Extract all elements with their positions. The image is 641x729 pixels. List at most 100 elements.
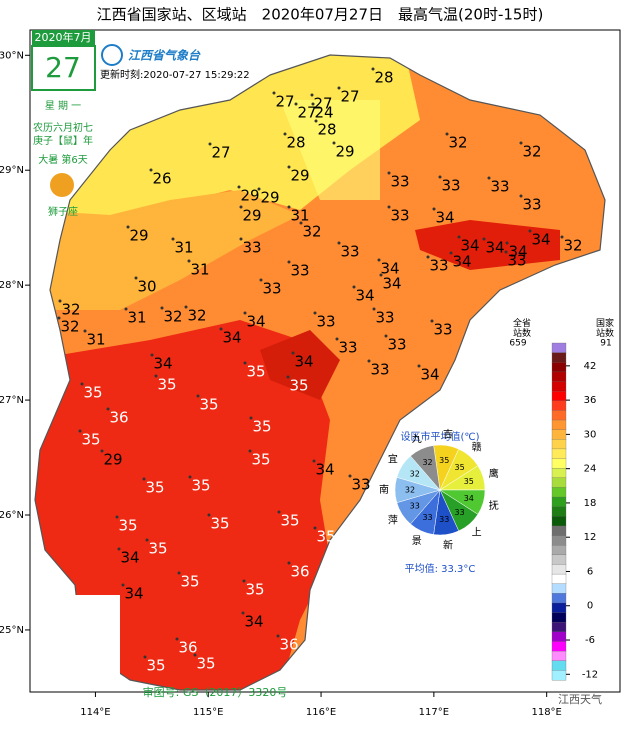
station-value: 35 — [148, 540, 167, 558]
station-dot — [379, 273, 383, 277]
watermark: 江西天气 — [558, 692, 602, 706]
station-value: 33 — [429, 257, 448, 275]
x-tick-label: 115°E — [193, 707, 223, 718]
station-value: 33 — [370, 361, 389, 379]
station-dot — [115, 515, 119, 519]
pie-value: 35 — [464, 477, 474, 486]
station-dot — [188, 475, 192, 479]
legend-swatch — [551, 622, 567, 633]
station-dot — [286, 375, 290, 379]
station-dot — [241, 611, 245, 615]
station-dot — [142, 477, 146, 481]
legend-swatch — [551, 429, 567, 440]
x-tick-label: 114°E — [80, 707, 110, 718]
station-value: 35 — [83, 384, 102, 402]
station-dot — [312, 459, 316, 463]
station-dot — [387, 205, 391, 209]
legend-swatch — [551, 352, 567, 363]
date-day: 27 — [45, 51, 81, 84]
station-dot — [100, 449, 104, 453]
legend-swatch — [551, 670, 567, 681]
pie-value: 32 — [422, 458, 432, 467]
province-border — [34, 54, 606, 691]
legend-swatch — [551, 419, 567, 431]
legend-swatch — [551, 535, 567, 546]
station-dot — [58, 299, 62, 303]
station-value: 29 — [240, 187, 259, 205]
pie-value: 32 — [405, 486, 415, 495]
legend-swatch — [551, 612, 567, 623]
field-lake — [280, 100, 380, 200]
station-dot — [207, 513, 211, 517]
legend-tick-label: 36 — [584, 395, 597, 406]
pie-value: 33 — [410, 502, 420, 511]
station-value: 32 — [522, 143, 541, 161]
pie-value: 35 — [455, 463, 465, 472]
station-dot — [83, 329, 87, 333]
station-value: 35 — [180, 573, 199, 591]
station-value: 31 — [86, 331, 105, 349]
station-dot — [287, 260, 291, 264]
legend-tick-label: 30 — [584, 429, 597, 440]
station-value: 35 — [191, 477, 210, 495]
station-value: 31 — [290, 207, 309, 225]
station-value: 34 — [460, 237, 479, 255]
station-value: 35 — [145, 479, 164, 497]
station-dot — [160, 306, 164, 310]
station-dot — [430, 319, 434, 323]
station-value: 32 — [61, 301, 80, 319]
station-dot — [487, 176, 491, 180]
pie-value: 33 — [455, 508, 465, 517]
station-dot — [504, 250, 508, 254]
station-dot — [78, 429, 82, 433]
station-value: 29 — [129, 227, 148, 245]
station-value: 34 — [222, 329, 241, 347]
field-red2 — [260, 330, 340, 400]
station-value: 31 — [127, 309, 146, 327]
station-dot — [143, 655, 147, 659]
station-value: 33 — [351, 476, 370, 494]
legend-swatch — [551, 631, 567, 642]
legend-swatch — [551, 593, 567, 604]
station-value: 27 — [275, 93, 294, 111]
station-value: 34 — [124, 585, 143, 603]
legend-swatch — [551, 487, 567, 498]
pie-value: 33 — [422, 513, 432, 522]
station-value: 27 — [211, 144, 230, 162]
pie-city: 九 — [412, 433, 422, 445]
y-tick-label: 29°N — [0, 165, 24, 176]
station-dot — [449, 251, 453, 255]
pie-city: 景 — [412, 535, 422, 547]
legend-all-count: 659 — [509, 339, 526, 349]
x-tick-label: 116°E — [306, 707, 336, 718]
station-value: 29 — [242, 207, 261, 225]
station-value: 32 — [163, 308, 182, 326]
legend-swatch — [551, 439, 567, 450]
station-dot — [311, 102, 315, 106]
station-value: 35 — [196, 655, 215, 673]
station-value: 35 — [146, 657, 165, 675]
legend-swatch — [551, 573, 567, 585]
pie-city: 抚 — [489, 500, 499, 512]
station-value: 33 — [522, 196, 541, 214]
station-dot — [377, 258, 381, 262]
station-dot — [367, 359, 371, 363]
station-dot — [126, 225, 130, 229]
legend-swatch — [551, 390, 567, 402]
pie-title: 设区市平均值(℃) — [400, 430, 479, 443]
station-value: 27 — [297, 104, 316, 122]
date-month-bg — [32, 30, 95, 46]
legend-swatch — [551, 650, 567, 662]
station-dot — [313, 311, 317, 315]
station-dot — [519, 141, 523, 145]
station-value: 32 — [448, 134, 467, 152]
station-value: 35 — [251, 451, 270, 469]
station-value: 33 — [242, 239, 261, 257]
pie-city: 上 — [472, 526, 482, 538]
station-value: 29 — [260, 189, 279, 207]
zodiac: 狮子座 — [48, 205, 78, 218]
station-dot — [184, 305, 188, 309]
station-value: 31 — [190, 261, 209, 279]
legend-swatch — [551, 342, 567, 354]
legend-swatch — [551, 583, 567, 594]
